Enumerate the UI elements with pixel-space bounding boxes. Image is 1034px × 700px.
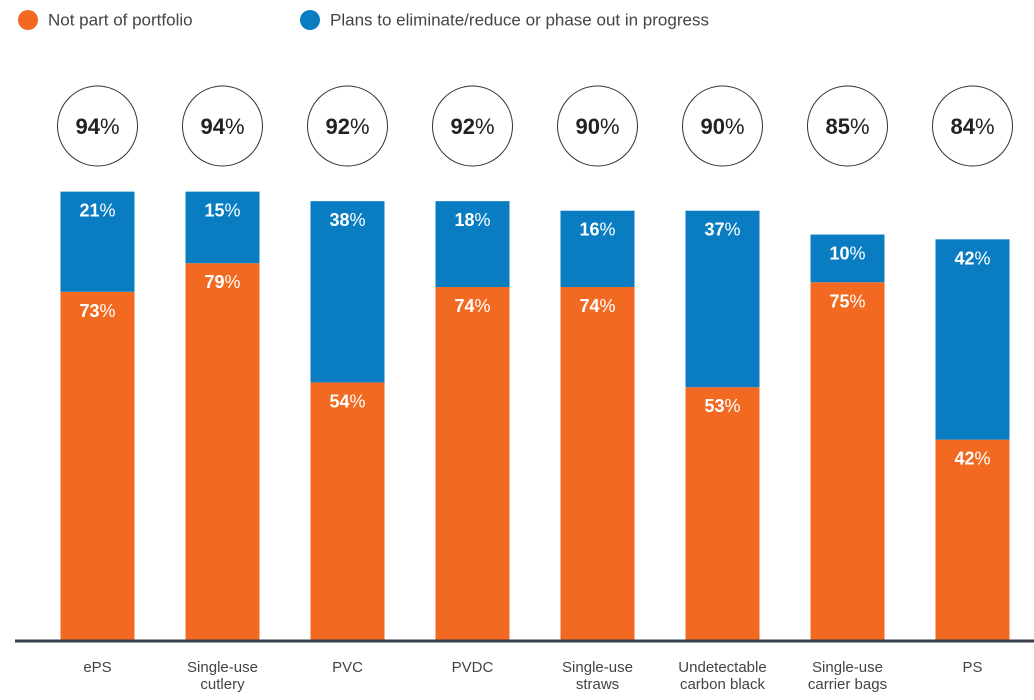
bar-segment xyxy=(435,201,510,288)
bar-value-label: 42% xyxy=(954,448,990,468)
legend-label: Plans to eliminate/reduce or phase out i… xyxy=(330,10,709,29)
bar-value-label: 42% xyxy=(954,248,990,268)
bar-segment xyxy=(185,191,260,264)
bar-segment xyxy=(810,234,885,283)
bar-value-label: 79% xyxy=(204,272,240,292)
bar-value-label: 38% xyxy=(329,210,365,230)
bar-segment xyxy=(185,263,260,640)
x-tick-label: ePS xyxy=(83,659,112,676)
bar-value-label: 15% xyxy=(204,200,240,220)
bar-value-label: 74% xyxy=(579,296,615,316)
total-circle xyxy=(557,85,638,167)
total-circle xyxy=(932,85,1013,167)
bar-segment xyxy=(560,287,635,640)
legend-label: Not part of portfolio xyxy=(48,10,193,29)
bar-segment xyxy=(935,239,1010,440)
total-label: 94% xyxy=(200,114,244,139)
x-tick-label: Single-use carrier bags xyxy=(807,659,888,693)
bar-value-label: 21% xyxy=(79,200,115,220)
total-circle xyxy=(57,85,138,167)
bar-segment xyxy=(310,382,385,640)
bar-segment xyxy=(685,210,760,388)
bar-value-label: 10% xyxy=(829,243,865,263)
bar-segment xyxy=(310,201,385,383)
total-circle xyxy=(807,85,888,167)
legend-swatch xyxy=(300,10,320,30)
bar-segment xyxy=(435,287,510,640)
bar-value-label: 53% xyxy=(704,396,740,416)
bar-segment xyxy=(560,210,635,288)
total-circle xyxy=(432,85,513,167)
bar-segment xyxy=(935,439,1010,640)
bar-segment xyxy=(810,282,885,640)
x-tick-label: PVDC xyxy=(451,659,494,676)
x-tick-label: Undetectable carbon black xyxy=(678,659,767,693)
total-label: 94% xyxy=(75,114,119,139)
legend-swatch xyxy=(18,10,38,30)
x-tick-label: PS xyxy=(962,659,983,676)
bar-value-label: 73% xyxy=(79,301,115,321)
x-tick-label: Single-use straws xyxy=(562,659,633,693)
total-label: 92% xyxy=(450,114,494,139)
bar-value-label: 16% xyxy=(579,219,615,239)
total-label: 85% xyxy=(825,114,869,139)
bar-value-label: 37% xyxy=(704,219,740,239)
total-circle xyxy=(682,85,763,167)
total-label: 90% xyxy=(575,114,619,139)
bar-segment xyxy=(60,191,135,292)
bar-segment xyxy=(60,291,135,640)
bar-value-label: 75% xyxy=(829,291,865,311)
total-circle xyxy=(307,85,388,167)
x-tick-label: Single-use cutlery xyxy=(187,659,258,693)
total-label: 92% xyxy=(325,114,369,139)
total-label: 84% xyxy=(950,114,994,139)
bar-segment xyxy=(685,387,760,640)
x-tick-label: PVC xyxy=(332,659,363,676)
bar-value-label: 54% xyxy=(329,391,365,411)
bar-value-label: 74% xyxy=(454,296,490,316)
bar-value-label: 18% xyxy=(454,210,490,230)
total-circle xyxy=(182,85,263,167)
total-label: 90% xyxy=(700,114,744,139)
